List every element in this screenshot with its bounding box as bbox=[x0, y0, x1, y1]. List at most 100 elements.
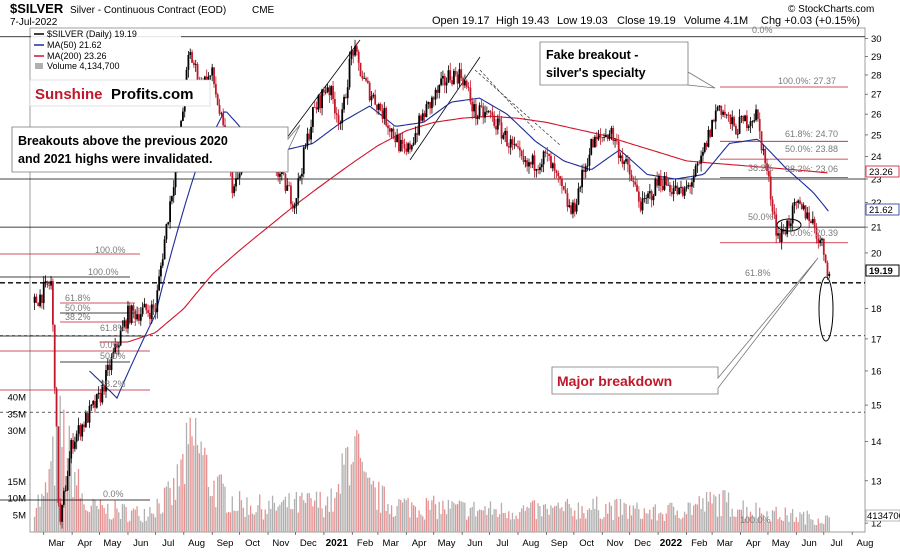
volume-bar bbox=[793, 521, 796, 532]
volume-bar bbox=[218, 474, 221, 532]
candle-body bbox=[678, 187, 681, 194]
svg-text:100.0%: 100.0% bbox=[740, 515, 771, 525]
volume-tick-label: 15M bbox=[8, 477, 27, 488]
volume-bar bbox=[332, 511, 334, 532]
volume-bar bbox=[143, 508, 146, 532]
candle-body bbox=[725, 114, 728, 116]
legend-ma50: MA(50) 21.62 bbox=[47, 40, 102, 50]
candle-body bbox=[319, 95, 322, 109]
volume-bar bbox=[125, 507, 127, 532]
volume-bar bbox=[140, 520, 142, 532]
candle-body bbox=[381, 110, 384, 119]
volume-bar bbox=[748, 517, 750, 532]
svg-text:38.2%: 23.06: 38.2%: 23.06 bbox=[785, 164, 838, 174]
volume-bar bbox=[790, 513, 792, 532]
volume-bar bbox=[740, 509, 742, 532]
candle-body bbox=[692, 176, 695, 183]
candle-body bbox=[432, 97, 435, 100]
candle-body bbox=[302, 147, 305, 174]
candle-body bbox=[811, 219, 814, 224]
candle-body bbox=[698, 163, 701, 165]
candle-body bbox=[744, 115, 746, 122]
candle-body bbox=[101, 384, 104, 403]
volume-bar bbox=[733, 516, 735, 532]
candle-body bbox=[308, 133, 311, 140]
candle-body bbox=[136, 314, 139, 320]
volume-bar bbox=[694, 503, 697, 532]
volume-bar bbox=[630, 515, 633, 532]
candle-body bbox=[579, 187, 582, 189]
month-label: May bbox=[438, 538, 456, 549]
candle-body bbox=[551, 163, 554, 169]
candle-body bbox=[50, 281, 52, 286]
volume-bar bbox=[707, 501, 710, 532]
volume-bar bbox=[819, 523, 821, 532]
volume-bar bbox=[623, 502, 625, 532]
volume-bar bbox=[330, 488, 332, 532]
volume-bar bbox=[716, 516, 719, 532]
price-tick-label: 17 bbox=[871, 334, 882, 345]
volume-tick-label: 35M bbox=[8, 409, 27, 420]
volume-bar bbox=[696, 504, 699, 532]
volume-bar bbox=[744, 518, 746, 532]
volume-bar bbox=[46, 492, 48, 532]
volume-bar bbox=[260, 509, 263, 532]
volume-bar bbox=[823, 524, 825, 532]
volume-bar bbox=[242, 507, 244, 532]
candle-body bbox=[524, 160, 527, 162]
candle-body bbox=[70, 440, 73, 459]
volume-bar bbox=[574, 510, 576, 532]
volume-bar bbox=[621, 514, 623, 532]
volume-bar bbox=[257, 505, 259, 532]
volume-bar bbox=[88, 512, 91, 532]
candle-body bbox=[322, 89, 325, 93]
volume-bar bbox=[246, 497, 248, 532]
candle-body bbox=[73, 441, 76, 449]
volume-bar bbox=[200, 441, 202, 532]
svg-text:61.8%: 61.8% bbox=[100, 323, 126, 333]
candle-body bbox=[299, 176, 301, 179]
volume-bar bbox=[447, 499, 450, 532]
volume-bar bbox=[372, 480, 374, 532]
volume-bar bbox=[612, 520, 614, 532]
candle-body bbox=[535, 169, 538, 171]
volume-bar bbox=[522, 505, 525, 532]
candle-body bbox=[562, 186, 565, 190]
volume-bar bbox=[585, 518, 587, 532]
volume-bar bbox=[279, 504, 281, 532]
candle-body bbox=[603, 137, 605, 138]
candle-body bbox=[738, 116, 741, 134]
candle-body bbox=[806, 212, 809, 219]
candle-body bbox=[821, 238, 823, 241]
candle-body bbox=[577, 188, 580, 205]
price-tick-label: 15 bbox=[871, 401, 882, 412]
volume-bar bbox=[713, 494, 715, 532]
volume-bar bbox=[513, 519, 515, 532]
volume-bar bbox=[672, 506, 675, 532]
volume-bar bbox=[511, 512, 514, 532]
volume-bar bbox=[209, 496, 211, 532]
candle-body bbox=[758, 119, 761, 132]
volume-bar bbox=[603, 517, 605, 532]
candle-body bbox=[106, 364, 109, 371]
volume-bar bbox=[678, 518, 680, 532]
candle-body bbox=[128, 305, 131, 323]
volume-bar bbox=[442, 500, 444, 532]
candle-body bbox=[528, 162, 530, 167]
candle-body bbox=[297, 178, 300, 199]
volume-tick-label: 40M bbox=[8, 392, 27, 403]
candle-body bbox=[623, 161, 626, 164]
candle-body bbox=[619, 155, 622, 158]
price-tick-label: 21 bbox=[871, 223, 882, 234]
volume-bar bbox=[206, 454, 208, 532]
month-label: Jun bbox=[467, 538, 482, 549]
volume-bar bbox=[367, 477, 369, 532]
volume-bar bbox=[43, 495, 45, 532]
volume-bar bbox=[652, 506, 655, 532]
candle-body bbox=[214, 84, 217, 95]
volume-bar bbox=[281, 501, 283, 532]
candle-body bbox=[507, 146, 510, 148]
volume-bar bbox=[334, 497, 336, 532]
volume-bar bbox=[482, 510, 484, 532]
